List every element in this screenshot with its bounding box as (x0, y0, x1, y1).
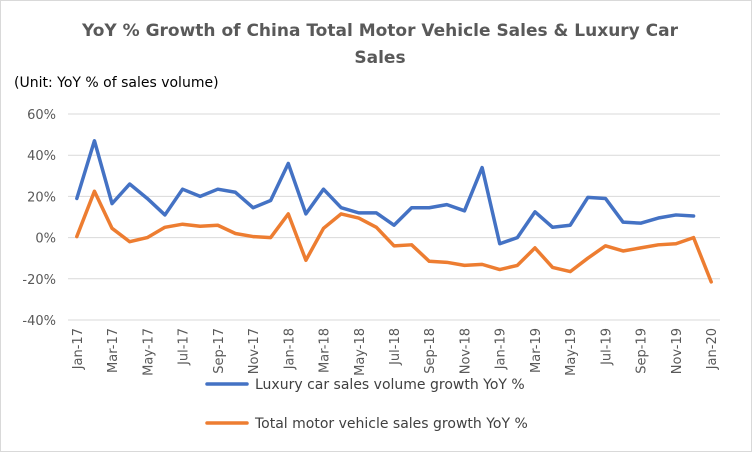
series-lines (75, 139, 713, 284)
x-tick-label: Jul-17 (177, 328, 192, 366)
x-tick-label: Sep-18 (423, 328, 438, 374)
legend-label-2: Total motor vehicle sales growth YoY % (254, 416, 528, 432)
x-axis-ticks: Jan-17 Mar-17 May-17 Jul-17 Sep-17 Nov-17 Jan-… (71, 328, 720, 376)
x-tick-label: Sep-19 (635, 328, 650, 374)
x-tick-label: Jan-19 (494, 328, 509, 370)
y-tick-label: 20% (27, 190, 56, 205)
y-tick-label: -40% (22, 314, 56, 329)
y-axis-ticks: -40% -20% 0% 20% 40% 60% (22, 108, 56, 329)
legend-label-1: Luxury car sales volume growth YoY % (255, 377, 525, 393)
y-tick-label: 0% (35, 232, 56, 247)
x-tick-label: May-18 (353, 328, 368, 376)
x-tick-label: Jan-17 (71, 328, 86, 370)
unit-note: (Unit: YoY % of sales volume) (14, 75, 219, 91)
x-tick-label: Nov-17 (247, 328, 262, 374)
chart-title: YoY % Growth of China Total Motor Vehicl… (81, 21, 679, 68)
x-tick-label: Jan-18 (282, 328, 297, 370)
series-line-2 (75, 189, 713, 284)
x-tick-label: Nov-19 (670, 328, 685, 374)
x-tick-label: Mar-17 (106, 328, 121, 373)
y-tick-label: 40% (27, 149, 56, 164)
x-tick-label: Jul-19 (599, 328, 614, 366)
x-tick-label: Jan-20 (705, 328, 720, 370)
x-tick-label: Mar-19 (529, 328, 544, 373)
y-tick-label: -20% (22, 273, 56, 288)
gridlines (68, 113, 720, 321)
x-tick-label: Sep-17 (212, 328, 227, 374)
series-line-1 (75, 139, 696, 246)
y-tick-label: 60% (27, 108, 56, 123)
x-tick-label: Nov-18 (458, 328, 473, 374)
legend: Luxury car sales volume growth YoY % Tota… (205, 377, 528, 432)
x-tick-label: May-19 (564, 328, 579, 376)
x-tick-label: Mar-18 (318, 328, 333, 373)
x-tick-label: Jul-18 (388, 328, 403, 366)
x-tick-label: May-17 (141, 328, 156, 376)
